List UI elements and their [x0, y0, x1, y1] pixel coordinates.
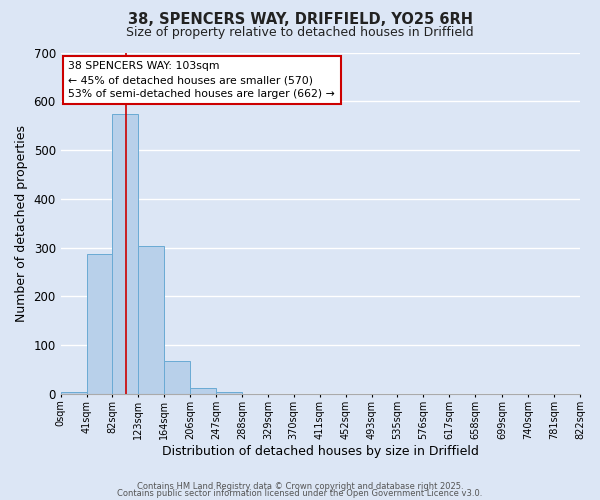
Bar: [61, 392, 86, 394]
Bar: [112, 114, 139, 394]
Text: Contains HM Land Registry data © Crown copyright and database right 2025.: Contains HM Land Registry data © Crown c…: [137, 482, 463, 491]
Bar: [164, 362, 190, 394]
Bar: [216, 392, 242, 394]
Bar: [86, 254, 112, 394]
Bar: [139, 246, 164, 394]
X-axis label: Distribution of detached houses by size in Driffield: Distribution of detached houses by size …: [162, 444, 479, 458]
Y-axis label: Number of detached properties: Number of detached properties: [15, 125, 28, 322]
Text: Contains public sector information licensed under the Open Government Licence v3: Contains public sector information licen…: [118, 489, 482, 498]
Text: 38, SPENCERS WAY, DRIFFIELD, YO25 6RH: 38, SPENCERS WAY, DRIFFIELD, YO25 6RH: [128, 12, 473, 28]
Text: Size of property relative to detached houses in Driffield: Size of property relative to detached ho…: [126, 26, 474, 39]
Text: 38 SPENCERS WAY: 103sqm
← 45% of detached houses are smaller (570)
53% of semi-d: 38 SPENCERS WAY: 103sqm ← 45% of detache…: [68, 61, 335, 99]
Bar: [190, 388, 216, 394]
